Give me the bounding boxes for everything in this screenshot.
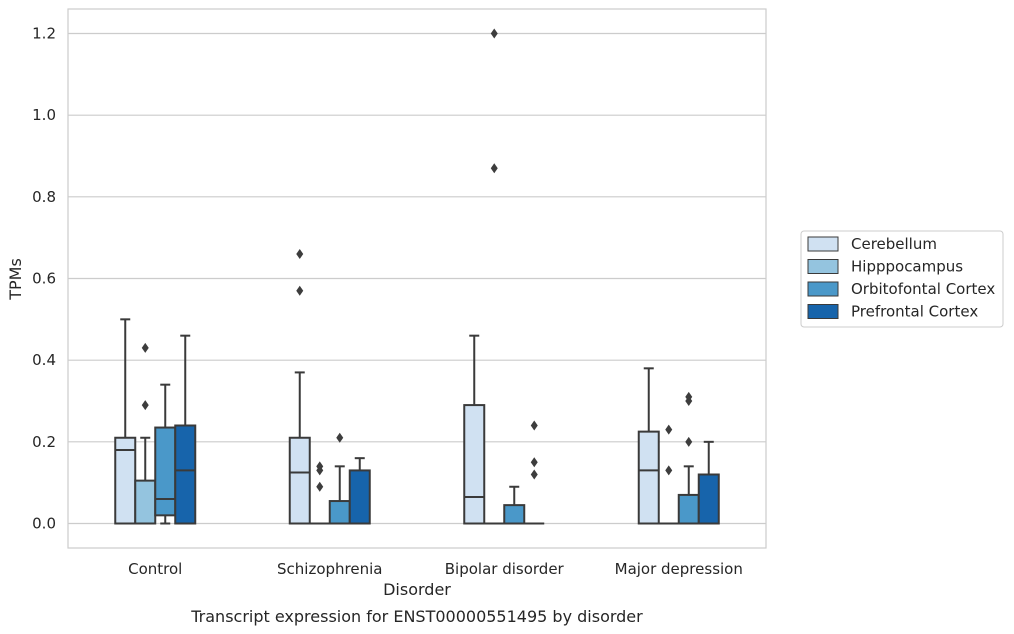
box-prefrontal-cortex-bipolar-disorder — [524, 420, 545, 525]
outlier-point — [490, 163, 498, 174]
y-tick-label: 0.2 — [32, 433, 56, 451]
y-tick-label: 0.6 — [32, 270, 56, 288]
x-tick-label: Bipolar disorder — [445, 560, 565, 578]
outlier-point — [490, 28, 498, 39]
legend-swatch — [807, 304, 839, 319]
y-tick-label: 0.0 — [32, 515, 56, 533]
plot-frame — [67, 8, 767, 549]
chart-caption: Transcript expression for ENST0000055149… — [190, 607, 643, 626]
box-body — [637, 430, 660, 525]
legend-frame — [800, 230, 1004, 328]
outlier-point — [665, 424, 673, 435]
outlier-point — [665, 465, 673, 476]
box-hipppocampus-major-depression — [658, 424, 679, 525]
outlier-point — [296, 249, 304, 259]
box-body — [328, 500, 351, 525]
x-tick-label: Schizophrenia — [277, 560, 382, 578]
outlier-point — [685, 391, 693, 402]
box-body — [134, 479, 157, 525]
box-body — [697, 473, 720, 525]
box-prefrontal-cortex-schizophrenia — [348, 457, 371, 525]
box-body — [174, 424, 197, 525]
y-axis-title: TPMs — [6, 258, 25, 301]
box-hipppocampus-schizophrenia — [309, 461, 330, 525]
x-tick-label: Major depression — [615, 560, 743, 578]
box-prefrontal-cortex-major-depression — [697, 440, 720, 525]
outlier-point — [685, 436, 693, 447]
box-orbitofontal-cortex-schizophrenia — [328, 432, 351, 525]
box-body — [154, 426, 177, 517]
outlier-point — [141, 342, 149, 353]
box-body — [348, 469, 371, 525]
outlier-point — [296, 285, 304, 296]
box-body — [503, 504, 526, 525]
outlier-point — [530, 457, 538, 468]
box-body — [463, 404, 486, 525]
box-cerebellum-bipolar-disorder — [463, 334, 486, 525]
legend-label: Hipppocampus — [851, 258, 963, 276]
box-orbitofontal-cortex-major-depression — [677, 391, 700, 525]
box-orbitofontal-cortex-bipolar-disorder — [503, 485, 526, 525]
legend-swatch — [807, 281, 839, 297]
y-tick-label: 0.8 — [32, 188, 56, 206]
legend-swatch — [807, 236, 839, 252]
outlier-point — [141, 400, 149, 411]
y-tick-label: 1.2 — [32, 25, 56, 43]
x-axis-title: Disorder — [383, 580, 451, 599]
box-hipppocampus-control — [134, 342, 157, 525]
legend-label: Cerebellum — [851, 235, 937, 253]
legend-swatch — [807, 259, 839, 274]
x-tick-label: Control — [128, 560, 182, 578]
outlier-point — [530, 420, 538, 431]
box-groups — [114, 28, 720, 525]
y-tick-label: 1.0 — [32, 106, 56, 124]
y-tick-labels: 0.0 0.2 0.4 0.6 0.8 1.0 1.2 — [32, 25, 56, 533]
outlier-point — [316, 481, 324, 492]
box-cerebellum-schizophrenia — [288, 249, 311, 525]
legend-label: Orbitofontal Cortex — [851, 280, 995, 298]
box-prefrontal-cortex-control — [174, 334, 197, 525]
box-body — [677, 493, 700, 525]
box-hipppocampus-bipolar-disorder — [484, 28, 505, 525]
outlier-point — [336, 432, 344, 443]
box-body — [288, 436, 311, 525]
x-tick-labels: Control Schizophrenia Bipolar disorder Majo… — [128, 560, 743, 578]
y-tick-label: 0.4 — [32, 351, 56, 369]
box-cerebellum-control — [114, 318, 137, 525]
legend-label: Prefrontal Cortex — [851, 303, 978, 321]
legend: Cerebellum Hipppocampus Orbitofontal Corte… — [800, 230, 1004, 328]
box-orbitofontal-cortex-control — [154, 383, 177, 525]
outlier-point — [530, 469, 538, 480]
outlier-point — [316, 461, 324, 472]
box-cerebellum-major-depression — [637, 367, 660, 525]
